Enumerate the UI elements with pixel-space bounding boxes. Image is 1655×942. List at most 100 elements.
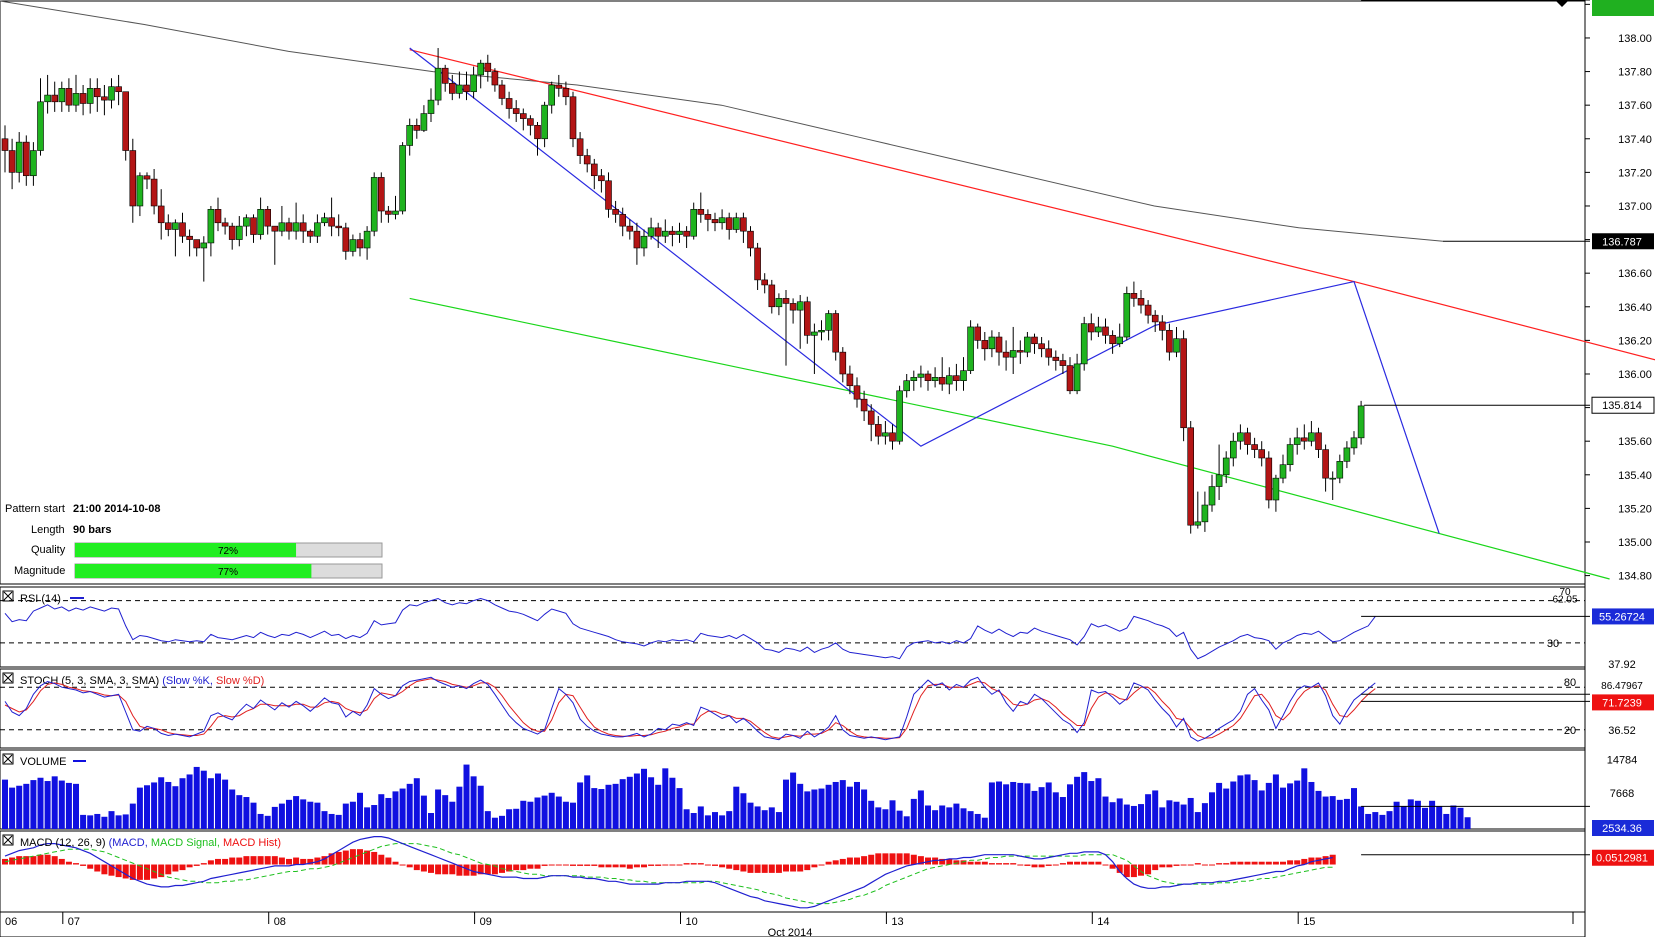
macd-hist-bar (1145, 864, 1152, 875)
volume-bar (44, 781, 51, 829)
candle-body (853, 385, 861, 400)
macd-hist-bar (16, 856, 23, 865)
volume-bar (1301, 768, 1308, 829)
macd-hist-bar (896, 853, 903, 865)
rsi-tick-label: 30 (1547, 638, 1559, 650)
macd-hist-bar (23, 856, 30, 865)
rsi-title: RSI (14) (20, 593, 61, 605)
macd-hist-bar (87, 864, 94, 869)
candle-body (661, 230, 669, 237)
price-tick-label: 137.20 (1618, 167, 1652, 179)
volume-bar (612, 783, 619, 829)
candle-body (889, 432, 896, 442)
volume-bar (136, 787, 143, 829)
volume-bar (804, 791, 811, 829)
macd-hist-bar (797, 864, 804, 872)
candle-body (356, 239, 364, 249)
macd-hist-bar (321, 856, 328, 865)
price-tick-label: 137.80 (1618, 67, 1652, 79)
candle-body (1201, 504, 1209, 523)
stoch-tick-label: 36.52 (1608, 725, 1636, 737)
macd-hist-bar (804, 864, 811, 871)
moving-average-line (0, 0, 1444, 242)
macd-hist-bar (51, 856, 58, 865)
candle-body (1308, 432, 1315, 442)
candle-body (1329, 477, 1336, 480)
candle-body (264, 209, 272, 227)
macd-hist-bar (243, 856, 250, 865)
macd-hist-bar (584, 864, 591, 866)
candle-body (136, 175, 144, 207)
macd-hist-bar (1251, 861, 1258, 865)
volume-bar (371, 805, 378, 829)
volume-bar (832, 781, 839, 829)
volume-bar (875, 807, 882, 829)
volume-bar (151, 782, 158, 829)
macd-hist-bar (1052, 864, 1059, 866)
time-tick-label: 10 (686, 916, 698, 928)
volume-bar (1109, 802, 1116, 829)
volume-bar (58, 780, 65, 829)
macd-hist-bar (832, 860, 839, 865)
macd-hist-bar (846, 857, 853, 865)
macd-hist-bar (94, 864, 101, 872)
macd-hist-bar (73, 863, 79, 865)
volume-bar (413, 778, 420, 829)
candle-body (1123, 293, 1131, 338)
macd-hist-bar (314, 857, 321, 865)
candle-body (420, 113, 428, 131)
candle-body (953, 375, 960, 382)
volume-bar (1145, 794, 1152, 829)
macd-hist-bar (9, 857, 16, 865)
macd-hist-bar (513, 864, 520, 871)
rsi-tick-label: 70 (1559, 587, 1571, 598)
macd-hist-bar (974, 861, 981, 865)
macd-hist-bar (655, 864, 662, 866)
candle-body (392, 210, 399, 215)
candle-body (1016, 350, 1024, 353)
scroll-arrow-icon[interactable] (1555, 0, 1569, 7)
volume-bar (868, 800, 875, 829)
candle-body (214, 209, 222, 224)
candle-body (832, 313, 840, 353)
macd-hist-bar (222, 858, 229, 865)
volume-bar (236, 795, 243, 829)
macd-hist-bar (818, 864, 825, 866)
rsi-value-badge: 55.26724 (1599, 611, 1645, 623)
volume-bar (1414, 800, 1421, 829)
volume-bar (555, 796, 562, 829)
macd-hist-bar (357, 849, 363, 865)
volume-bar (633, 773, 640, 829)
volume-bar (960, 808, 967, 829)
candle-body (1343, 447, 1351, 462)
price-tick-label: 136.60 (1618, 268, 1652, 280)
macd-hist-bar (115, 864, 122, 878)
volume-bar (470, 776, 477, 829)
macd-hist-bar (144, 864, 150, 880)
macd-hist-bar (200, 863, 207, 865)
macd-hist-bar (1003, 863, 1010, 865)
volume-bar (1166, 800, 1173, 829)
volume-bar (477, 785, 484, 829)
volume-bar (264, 815, 271, 829)
macd-hist-bar (768, 864, 775, 873)
candle-body (747, 230, 754, 249)
volume-bar (1003, 784, 1010, 829)
volume-bar (896, 810, 903, 829)
rsi-tick-label: 37.92 (1608, 659, 1636, 671)
last-price-badge-bg (1591, 396, 1655, 414)
macd-hist-bar (903, 853, 910, 865)
volume-bar (655, 784, 662, 829)
candle-body (193, 239, 200, 249)
volume-bar (1422, 807, 1428, 829)
macd-hist-bar (1315, 857, 1322, 865)
volume-bar (1457, 807, 1464, 829)
candle-body (846, 373, 854, 387)
magnitude-value: 77% (218, 567, 238, 578)
candle-body (1109, 335, 1116, 345)
macd-hist-bar (1322, 856, 1329, 865)
quality-label: Quality (31, 544, 66, 556)
volume-bar (932, 810, 939, 829)
macd-hist-bar (1138, 864, 1144, 876)
volume-bar (349, 801, 356, 829)
